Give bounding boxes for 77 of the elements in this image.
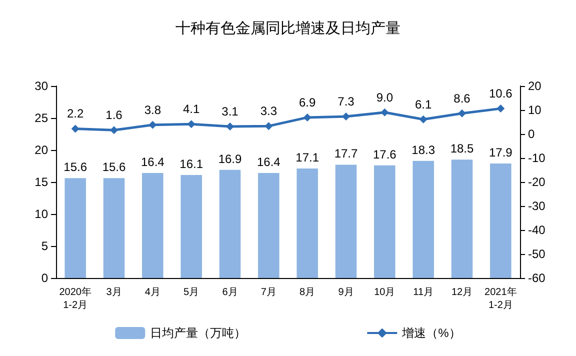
y2-tick-label: -40 <box>528 223 546 237</box>
point <box>380 108 389 116</box>
bar <box>103 178 125 278</box>
bar <box>374 165 396 278</box>
x-tick-label: 9月 <box>338 287 354 298</box>
data-label: 7.3 <box>338 94 355 108</box>
x-tick-label: 11月 <box>413 287 434 298</box>
data-label: 4.1 <box>182 102 200 116</box>
data-label: 3.1 <box>222 104 239 119</box>
y2-tick-label: -30 <box>528 199 546 213</box>
data-label: 16.1 <box>180 156 204 171</box>
data-label: 3.3 <box>260 104 278 118</box>
chart-title: 十种有色金属同比增速及日均产量 <box>176 20 400 37</box>
data-label: 2.2 <box>66 106 84 121</box>
x-tick-label: 2020年 1-2月 <box>59 286 92 311</box>
data-label: 16.9 <box>218 152 242 166</box>
data-label: 18.5 <box>450 142 474 156</box>
legend-label: 日均产量（万吨） <box>150 326 246 340</box>
data-label: 9.0 <box>376 90 394 104</box>
data-label: 15.6 <box>102 160 126 174</box>
y2-tick-label: -10 <box>528 151 546 165</box>
x-tick-label: 10月 <box>374 287 396 298</box>
y2-tick-label: 0 <box>528 127 535 141</box>
y-tick-label: 10 <box>34 207 48 221</box>
data-label: 18.3 <box>412 142 436 157</box>
bar <box>180 174 202 278</box>
point <box>226 122 234 131</box>
y2-tick-label: -50 <box>528 247 546 261</box>
point <box>303 113 312 122</box>
bar <box>490 163 512 278</box>
data-label: 16.4 <box>256 155 281 170</box>
bar <box>219 170 241 278</box>
data-label: 17.9 <box>488 145 513 160</box>
point <box>71 124 80 133</box>
point <box>264 122 273 130</box>
data-label: 6.9 <box>298 95 316 110</box>
bar <box>258 173 280 278</box>
data-label: 17.7 <box>334 146 358 161</box>
point <box>496 104 505 113</box>
bar <box>296 168 318 278</box>
bar <box>64 178 86 278</box>
legend-label: 增速（%） <box>401 326 461 340</box>
y-tick-label: 15 <box>34 175 48 189</box>
y-tick-label: 30 <box>34 79 48 93</box>
y-tick-label: 20 <box>34 143 48 157</box>
point <box>110 126 118 134</box>
data-label: 10.6 <box>488 86 513 101</box>
data-label: 6.1 <box>414 97 432 112</box>
data-label: 15.6 <box>64 160 88 174</box>
y-tick-label: 5 <box>41 239 48 253</box>
x-tick-label: 7月 <box>260 287 276 298</box>
x-tick-label: 12月 <box>451 287 473 298</box>
point <box>419 115 428 124</box>
y-tick-label: 25 <box>34 111 48 125</box>
x-tick-label: 5月 <box>184 287 200 298</box>
data-label: 17.1 <box>296 150 320 165</box>
data-label: 3.8 <box>144 102 162 117</box>
point <box>458 109 466 118</box>
bar <box>142 173 164 278</box>
y2-tick-label: 20 <box>528 79 542 93</box>
data-label: 16.4 <box>140 155 165 170</box>
data-label: 8.6 <box>454 91 471 106</box>
y-tick-label: 0 <box>41 271 48 285</box>
bar <box>335 164 357 278</box>
x-tick-label: 3月 <box>106 287 122 298</box>
data-label: 17.6 <box>372 147 397 162</box>
bar <box>451 160 473 278</box>
y2-tick-label: -60 <box>528 271 546 285</box>
point <box>342 112 350 120</box>
y2-tick-label: -20 <box>528 175 546 189</box>
x-tick-label: 2021年 1-2月 <box>484 286 517 311</box>
x-tick-label: 4月 <box>144 287 160 298</box>
y2-tick-label: 10 <box>528 103 542 117</box>
x-tick-label: 6月 <box>222 287 238 298</box>
data-label: 1.6 <box>106 108 123 122</box>
x-tick-label: 8月 <box>300 287 316 298</box>
bar <box>412 160 434 278</box>
